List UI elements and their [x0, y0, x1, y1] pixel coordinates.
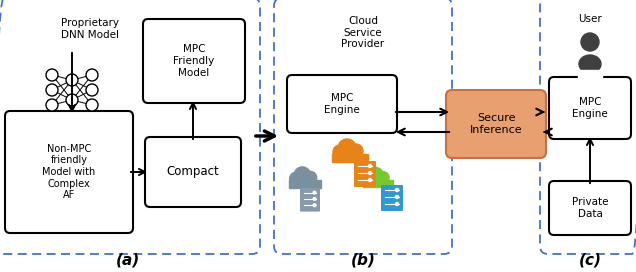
FancyBboxPatch shape: [381, 185, 403, 211]
Text: (b): (b): [350, 252, 375, 267]
Ellipse shape: [579, 55, 601, 73]
Bar: [363, 180, 393, 187]
Circle shape: [349, 144, 363, 158]
Circle shape: [368, 172, 371, 175]
Circle shape: [46, 84, 58, 96]
Circle shape: [313, 197, 316, 200]
Circle shape: [290, 172, 302, 185]
Circle shape: [313, 191, 316, 194]
Text: Cloud
Service
Provider: Cloud Service Provider: [342, 16, 385, 49]
FancyBboxPatch shape: [145, 137, 241, 207]
Circle shape: [46, 69, 58, 81]
FancyBboxPatch shape: [287, 75, 397, 133]
Circle shape: [364, 172, 375, 184]
Circle shape: [304, 171, 317, 184]
Circle shape: [338, 139, 356, 157]
Circle shape: [581, 33, 599, 51]
Bar: [578, 70, 602, 82]
Text: Compact: Compact: [167, 165, 219, 178]
Bar: [289, 180, 321, 188]
Text: Non-MPC
friendly
Model with
Complex
AF: Non-MPC friendly Model with Complex AF: [43, 144, 95, 200]
FancyBboxPatch shape: [143, 19, 245, 103]
Text: (a): (a): [116, 252, 140, 267]
Circle shape: [345, 150, 357, 162]
Circle shape: [46, 99, 58, 111]
Circle shape: [86, 99, 98, 111]
FancyBboxPatch shape: [549, 77, 631, 139]
Circle shape: [368, 167, 383, 183]
Circle shape: [313, 204, 316, 206]
FancyBboxPatch shape: [549, 181, 631, 235]
Circle shape: [396, 196, 399, 199]
Circle shape: [300, 177, 311, 188]
FancyBboxPatch shape: [354, 161, 376, 187]
FancyBboxPatch shape: [300, 188, 320, 212]
Text: Secure
Inference: Secure Inference: [470, 113, 522, 135]
Circle shape: [294, 167, 310, 183]
Circle shape: [86, 84, 98, 96]
Circle shape: [368, 178, 371, 181]
Bar: [332, 154, 368, 162]
Circle shape: [66, 94, 78, 106]
FancyBboxPatch shape: [446, 90, 546, 158]
FancyBboxPatch shape: [5, 111, 133, 233]
Text: (c): (c): [579, 252, 602, 267]
Text: MPC
Engine: MPC Engine: [572, 97, 608, 119]
Text: MPC
Friendly
Model: MPC Friendly Model: [174, 44, 214, 78]
Text: Proprietary
DNN Model: Proprietary DNN Model: [61, 18, 119, 40]
Circle shape: [86, 69, 98, 81]
Circle shape: [368, 165, 371, 168]
Circle shape: [374, 177, 384, 187]
Text: MPC
Engine: MPC Engine: [324, 93, 360, 115]
Circle shape: [66, 74, 78, 86]
Circle shape: [396, 188, 399, 191]
Circle shape: [396, 202, 399, 206]
Text: User: User: [578, 14, 602, 24]
Circle shape: [377, 172, 389, 184]
Circle shape: [333, 145, 347, 159]
Text: Private
Data: Private Data: [572, 197, 608, 219]
